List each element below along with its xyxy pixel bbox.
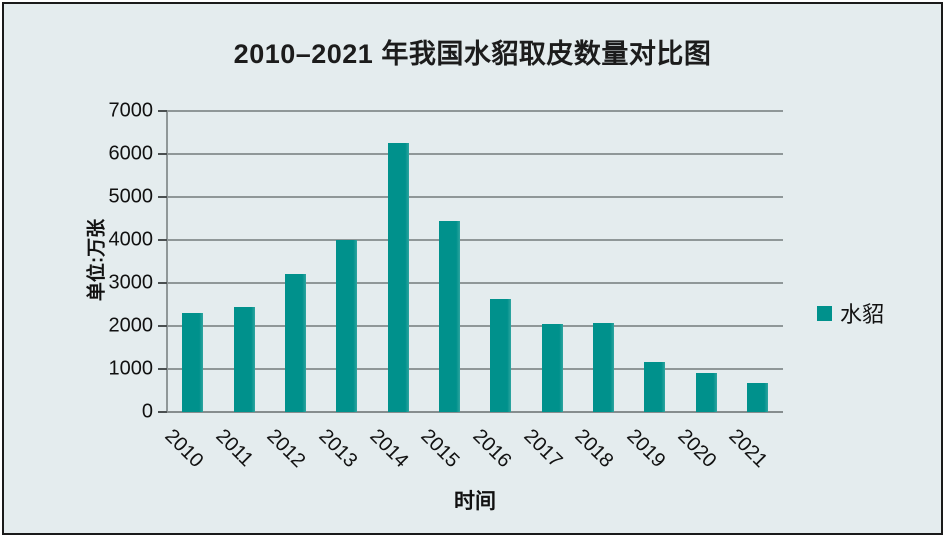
- y-tick-label: 6000: [108, 142, 154, 165]
- x-tick-label: 2018: [570, 425, 618, 473]
- bar-2016: [490, 299, 512, 412]
- y-tick-mark: [158, 411, 167, 413]
- y-tick-label: 7000: [108, 99, 154, 122]
- x-tick-label: 2013: [314, 425, 362, 473]
- bar-2021: [746, 383, 768, 412]
- y-tick-mark: [158, 325, 167, 327]
- y-tick-label: 0: [141, 400, 153, 423]
- y-tick-label: 2000: [108, 314, 154, 337]
- bar-2011: [233, 306, 255, 412]
- y-axis-title: 单位:万张: [86, 218, 108, 302]
- y-tick-mark: [158, 239, 167, 241]
- gridline: [167, 239, 783, 241]
- bar-2017: [541, 323, 563, 412]
- x-tick-label: 2010: [160, 425, 208, 473]
- bar-2020: [695, 372, 717, 412]
- y-tick-mark: [158, 196, 167, 198]
- x-axis-title: 时间: [454, 490, 496, 513]
- x-tick-label: 2012: [262, 425, 310, 473]
- bar-2015: [438, 220, 460, 412]
- x-tick-label: 2017: [519, 425, 567, 473]
- bar-2014: [387, 143, 409, 412]
- plot-area: 0 1000 2000 3000 4000 5000 6000 7000 2010 2011 201…: [109, 100, 783, 472]
- y-tick-mark: [158, 153, 167, 155]
- y-tick-mark: [158, 110, 167, 112]
- x-tick-label: 2011: [211, 425, 258, 471]
- y-axis-line: [166, 111, 168, 412]
- x-axis-line: [166, 411, 783, 413]
- gridline: [167, 196, 783, 198]
- bar-2010: [182, 313, 204, 412]
- x-tick-label: 2014: [365, 425, 413, 473]
- bar-2019: [644, 362, 666, 412]
- legend-swatch-icon: [817, 305, 832, 321]
- gridline: [167, 153, 783, 155]
- chart-title: 2010–2021 年我国水貂取皮数量对比图: [233, 39, 712, 69]
- x-tick-label: 2020: [673, 425, 721, 473]
- y-tick-label: 5000: [108, 185, 154, 208]
- legend-series-label: 水貂: [840, 302, 885, 327]
- gridline: [167, 110, 783, 112]
- y-tick-label: 4000: [108, 228, 154, 251]
- gridline: [167, 325, 783, 327]
- y-tick-mark: [158, 368, 167, 370]
- x-tick-label: 2016: [468, 425, 516, 473]
- y-tick-label: 1000: [108, 357, 154, 380]
- gridline: [167, 368, 783, 370]
- bar-2018: [592, 322, 614, 412]
- x-tick-label: 2019: [622, 425, 670, 473]
- y-tick-label: 3000: [108, 271, 154, 294]
- x-tick-label: 2015: [416, 425, 464, 473]
- bar-2012: [284, 274, 306, 412]
- y-tick-mark: [158, 282, 167, 284]
- legend: 水貂: [817, 297, 884, 329]
- x-tick-label: 2021: [724, 425, 772, 473]
- gridline: [167, 282, 783, 284]
- bar-2013: [336, 240, 358, 412]
